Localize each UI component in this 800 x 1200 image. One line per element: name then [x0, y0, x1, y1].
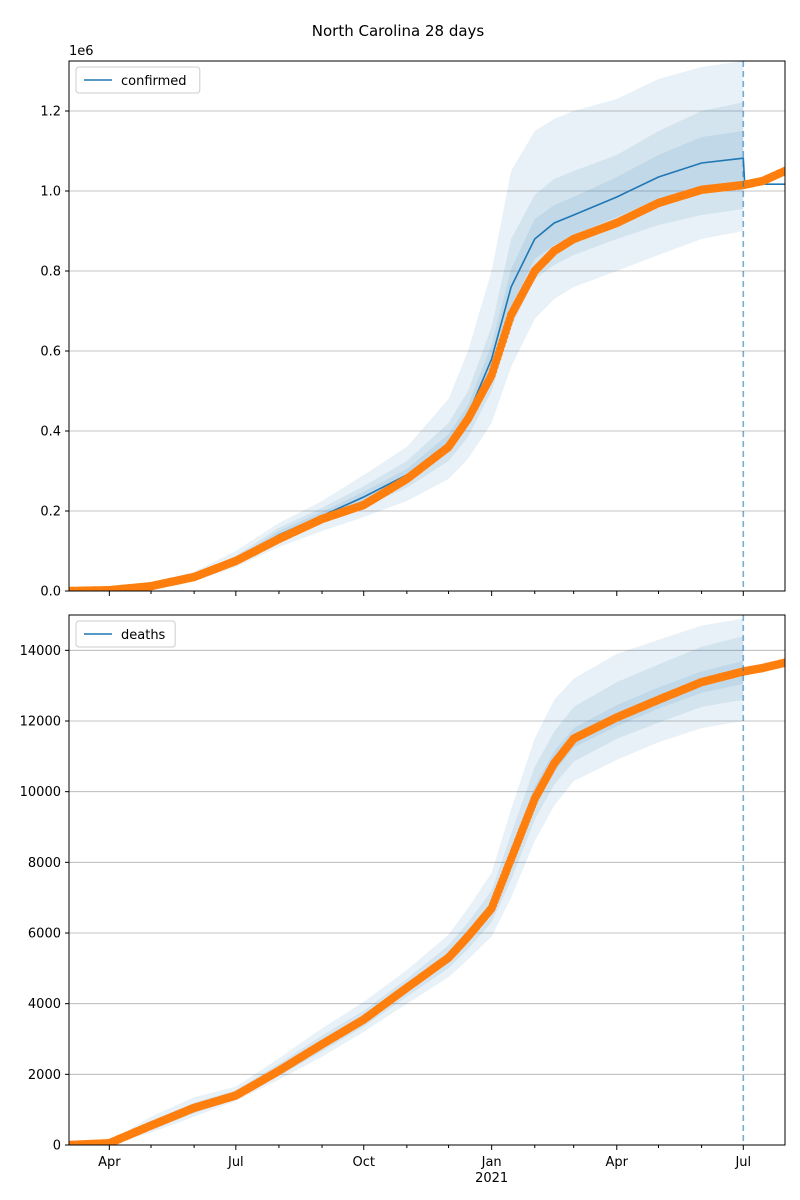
- observed-series: [69, 166, 785, 591]
- confirmed-panel: 0.0 0.2 0.4 0.6 0.8 1.0 1.2 1e6 confirmed: [40, 44, 786, 600]
- y-tick-label: 12000: [20, 715, 61, 730]
- y-tick-label: 0.6: [40, 345, 61, 360]
- y-tick-label: 2000: [28, 1068, 61, 1083]
- deaths-panel: 0 2000 4000 6000 8000 10000 12000 14000 Apr Jul Oc…: [20, 614, 786, 1186]
- x-tick-label: Jul: [734, 1155, 751, 1170]
- y-offset-label: 1e6: [69, 44, 94, 59]
- plot-area: [69, 618, 785, 1145]
- x-tick-label: Apr: [98, 1155, 121, 1170]
- observed-point: [780, 658, 785, 667]
- y-tick-label: 0: [53, 1139, 61, 1154]
- axes-frame: [68, 614, 786, 1146]
- uncertainty-band-1: [69, 102, 744, 591]
- uncertainty-band-1: [69, 636, 744, 1145]
- y-tick-label: 0.0: [40, 585, 61, 600]
- legend-label: deaths: [121, 628, 166, 643]
- y-tick-label: 10000: [20, 785, 61, 800]
- y-tick-label: 0.8: [40, 265, 61, 280]
- uncertainty-band-0: [69, 618, 744, 1145]
- x-year-label: 2021: [475, 1171, 508, 1186]
- y-tick-label: 8000: [28, 856, 61, 871]
- legend: confirmed: [75, 66, 201, 94]
- y-tick-label: 0.4: [40, 425, 61, 440]
- x-tick-label: Jul: [227, 1155, 244, 1170]
- chart-title: North Carolina 28 days: [312, 22, 485, 40]
- y-tick-label: 4000: [28, 997, 61, 1012]
- y-tick-label: 14000: [20, 644, 61, 659]
- y-tick-label: 6000: [28, 927, 61, 942]
- axes-frame: [68, 60, 786, 592]
- y-tick-label: 1.0: [40, 185, 61, 200]
- legend-box: [75, 620, 176, 648]
- y-tick-label: 0.2: [40, 505, 61, 520]
- legend-box: [75, 66, 201, 94]
- uncertainty-band-2: [69, 131, 744, 591]
- plot-area: [69, 61, 785, 591]
- uncertainty-band-0: [69, 61, 744, 591]
- observed-series: [69, 658, 785, 1145]
- x-tick-label: Jan: [481, 1155, 502, 1170]
- legend-label: confirmed: [121, 74, 187, 89]
- observed-point: [780, 166, 785, 176]
- x-tick-label: Oct: [352, 1155, 374, 1170]
- x-tick-label: Apr: [606, 1155, 629, 1170]
- legend: deaths: [75, 620, 176, 648]
- y-tick-label: 1.2: [40, 105, 61, 120]
